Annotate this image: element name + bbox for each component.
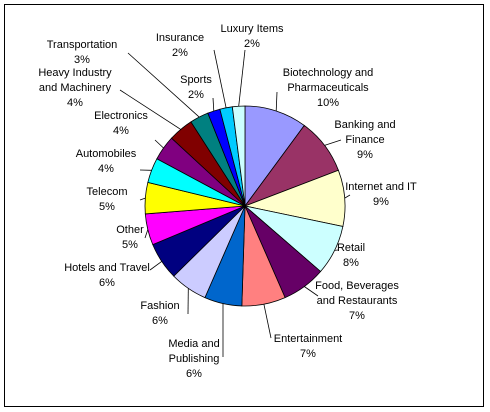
leader-line [144, 229, 149, 239]
leader-line [213, 49, 227, 108]
slice-label: Biotechnology and Pharmaceuticals 10% [283, 66, 374, 111]
slice-label-name: Retail [336, 242, 366, 254]
leader-line [139, 197, 146, 201]
leader-line [127, 52, 200, 118]
slice-label-percent: 3% [74, 54, 90, 66]
slice-label-percent: 4% [98, 163, 114, 175]
slice-label-percent: 4% [67, 96, 83, 109]
slice-label-name: Transportation [46, 39, 118, 51]
slice-label: Luxury Items 2% [221, 22, 284, 52]
slice-label-name: Internet and IT [345, 181, 417, 193]
slice-label-percent: 10% [316, 96, 340, 109]
slice-label-name: Insurance [155, 32, 205, 44]
slice-label-name: Food, Beverages [315, 279, 399, 292]
slice-label-percent: 4% [113, 125, 129, 137]
slice-label: Sports 2% [180, 73, 212, 103]
slice-label-percent: 8% [343, 257, 359, 269]
slice-label: Entertainment 7% [274, 332, 342, 362]
slice-label-percent: 7% [300, 348, 316, 360]
leader-line [263, 304, 272, 339]
slice-label-name: Banking and [334, 118, 396, 131]
slice-label-name: Finance [345, 133, 385, 146]
slice-label-name: Biotechnology and [282, 66, 374, 79]
leader-line [324, 139, 342, 146]
slice-label-name: and Restaurants [316, 294, 398, 307]
slice-label-percent: 2% [172, 47, 188, 59]
slice-label: Telecom 5% [87, 185, 128, 215]
slice-label-name: Entertainment [273, 333, 343, 345]
slice-label-name: Fashion [140, 300, 180, 312]
slice-label: Electronics 4% [94, 109, 148, 139]
leader-line [238, 49, 246, 107]
slice-label-name: Pharmaceuticals [287, 81, 369, 94]
slice-label: Retail 8% [337, 241, 365, 271]
slice-label: Banking and Finance 9% [334, 118, 395, 163]
slice-label-name: Automobiles [75, 148, 137, 160]
slice-label-percent: 6% [152, 315, 168, 327]
slice-label: Hotels and Travel 6% [64, 261, 150, 291]
slice-label-name: Telecom [86, 186, 128, 198]
slice-label-percent: 2% [244, 38, 260, 50]
slice-label-name: Luxury Items [220, 23, 284, 35]
slice-label: Food, Beverages and Restaurants 7% [315, 279, 399, 324]
slice-label-percent: 9% [373, 196, 389, 208]
leader-line [119, 89, 181, 130]
slice-label-percent: 5% [99, 201, 115, 213]
slice-label-percent: 2% [188, 89, 204, 101]
leader-line [344, 194, 351, 199]
leader-line [154, 139, 164, 149]
slice-label: Other 5% [116, 223, 144, 253]
slice-label-name: Electronics [94, 110, 148, 122]
slice-label-percent: 6% [186, 367, 202, 380]
slice-label-percent: 9% [357, 148, 373, 161]
slice-label: Insurance 2% [156, 31, 204, 61]
slice-label-percent: 5% [122, 239, 138, 251]
slice-label: Transportation 3% [47, 38, 118, 68]
slice-label-name: and Machinery [38, 81, 112, 94]
slice-label-name: Other [116, 224, 144, 236]
slice-label-percent: 6% [99, 277, 115, 289]
slice-label-percent: 7% [349, 309, 365, 322]
leader-line [212, 97, 215, 112]
slice-label: Media and Publishing 6% [168, 337, 219, 382]
pie-slice [231, 105, 246, 207]
slice-label: Heavy Industry and Machinery 4% [38, 66, 111, 111]
slice-label-name: Sports [180, 74, 212, 86]
slice-label-name: Heavy Industry [38, 66, 112, 79]
slice-label-name: Hotels and Travel [64, 262, 150, 274]
slice-label: Automobiles 4% [76, 147, 137, 177]
leader-line [275, 91, 278, 112]
slice-label: Fashion 6% [140, 299, 179, 329]
slice-label-name: Media and [168, 337, 220, 350]
leader-line [149, 261, 162, 271]
leader-line [304, 286, 319, 297]
slice-label: Internet and IT 9% [345, 180, 417, 210]
slice-label-name: Publishing [168, 352, 220, 365]
